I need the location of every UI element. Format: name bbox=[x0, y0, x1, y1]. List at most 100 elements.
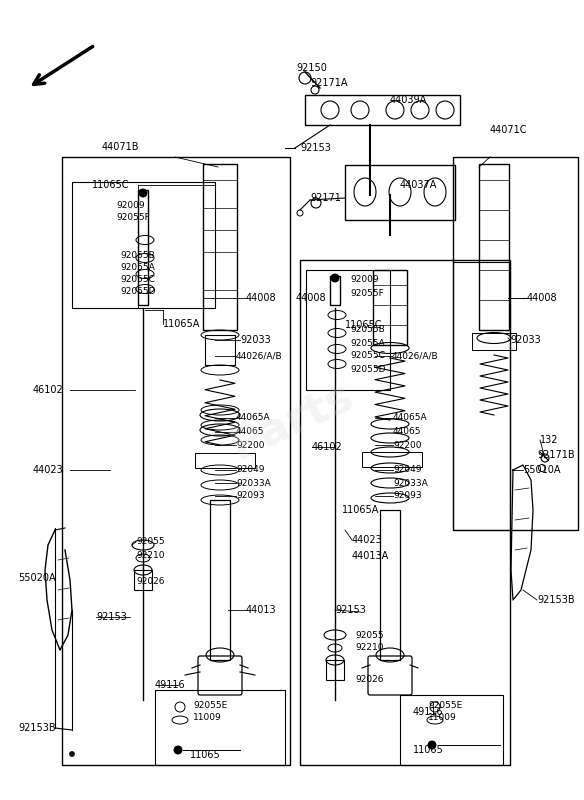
Text: 44065A: 44065A bbox=[393, 414, 427, 422]
Text: 92171: 92171 bbox=[310, 193, 341, 203]
Text: 92055E: 92055E bbox=[193, 701, 227, 710]
Text: 49116: 49116 bbox=[413, 707, 444, 717]
Text: 44065A: 44065A bbox=[236, 414, 270, 422]
Bar bbox=[453, 157, 578, 530]
Bar bbox=[306, 270, 390, 390]
Text: 92153B: 92153B bbox=[18, 723, 55, 733]
Text: 11065C: 11065C bbox=[345, 320, 383, 330]
Bar bbox=[138, 190, 148, 305]
Bar bbox=[300, 260, 510, 765]
Text: 92055B: 92055B bbox=[120, 250, 155, 259]
Text: 92210: 92210 bbox=[355, 643, 384, 653]
Bar bbox=[72, 182, 215, 308]
Bar bbox=[305, 95, 460, 125]
Text: 11065A: 11065A bbox=[342, 505, 380, 515]
Text: 92055F: 92055F bbox=[116, 214, 150, 222]
Bar bbox=[400, 695, 503, 765]
Text: 92009: 92009 bbox=[350, 275, 378, 285]
Text: 44008: 44008 bbox=[246, 293, 277, 303]
Bar bbox=[155, 690, 285, 765]
Bar bbox=[345, 165, 455, 220]
Text: 92055: 92055 bbox=[136, 538, 165, 546]
Text: 44065: 44065 bbox=[236, 427, 265, 437]
Bar bbox=[472, 333, 516, 350]
Text: 44023: 44023 bbox=[352, 535, 383, 545]
Ellipse shape bbox=[139, 189, 147, 197]
Text: 92055E: 92055E bbox=[428, 701, 463, 710]
Text: 92171A: 92171A bbox=[310, 78, 347, 88]
Text: 92171B: 92171B bbox=[537, 450, 575, 460]
Text: 49116: 49116 bbox=[155, 680, 186, 690]
Bar bbox=[195, 453, 255, 468]
Text: 44071C: 44071C bbox=[490, 125, 527, 135]
Text: 92153B: 92153B bbox=[537, 595, 575, 605]
Text: 92009: 92009 bbox=[116, 201, 145, 210]
Bar bbox=[330, 276, 340, 305]
Text: 92026: 92026 bbox=[136, 578, 165, 586]
Text: 46102: 46102 bbox=[312, 442, 343, 452]
Text: 132: 132 bbox=[540, 435, 558, 445]
Text: 92093: 92093 bbox=[393, 491, 422, 501]
Bar bbox=[479, 164, 509, 330]
Text: 92055C: 92055C bbox=[120, 274, 155, 283]
Ellipse shape bbox=[428, 741, 436, 749]
Ellipse shape bbox=[69, 751, 75, 757]
Text: 44013A: 44013A bbox=[352, 551, 390, 561]
Bar bbox=[380, 510, 400, 660]
Text: 92153: 92153 bbox=[300, 143, 331, 153]
Text: Parts: Parts bbox=[224, 373, 360, 467]
Text: 44065: 44065 bbox=[393, 427, 422, 437]
Ellipse shape bbox=[174, 746, 182, 754]
Text: 92049: 92049 bbox=[236, 466, 265, 474]
Text: 11009: 11009 bbox=[193, 714, 222, 722]
Text: 92150: 92150 bbox=[296, 63, 327, 73]
Text: 44008: 44008 bbox=[527, 293, 558, 303]
Text: 11065C: 11065C bbox=[92, 180, 130, 190]
Text: 92055D: 92055D bbox=[350, 365, 385, 374]
Text: 11065A: 11065A bbox=[163, 319, 200, 329]
Text: 11009: 11009 bbox=[428, 714, 457, 722]
Text: 55010A: 55010A bbox=[523, 465, 561, 475]
Text: 92033A: 92033A bbox=[236, 478, 271, 487]
Text: 92093: 92093 bbox=[236, 491, 265, 501]
Bar bbox=[210, 500, 230, 660]
Text: 92049: 92049 bbox=[393, 466, 422, 474]
Bar bbox=[203, 164, 237, 330]
Text: 92055C: 92055C bbox=[350, 351, 385, 361]
Text: 92055D: 92055D bbox=[120, 286, 155, 295]
Text: 44037A: 44037A bbox=[400, 180, 437, 190]
Bar bbox=[205, 335, 235, 365]
Text: 92033A: 92033A bbox=[393, 478, 427, 487]
Text: 44008: 44008 bbox=[296, 293, 326, 303]
Bar bbox=[326, 660, 344, 680]
Text: 92055B: 92055B bbox=[350, 326, 385, 334]
Bar bbox=[362, 452, 422, 467]
Bar bbox=[453, 262, 510, 530]
Text: 92200: 92200 bbox=[236, 441, 265, 450]
Text: 92055A: 92055A bbox=[350, 338, 385, 347]
Text: 92033: 92033 bbox=[240, 335, 271, 345]
Ellipse shape bbox=[331, 274, 339, 282]
Text: 11065: 11065 bbox=[190, 750, 221, 760]
Bar bbox=[62, 157, 290, 765]
Text: 92055: 92055 bbox=[355, 630, 384, 639]
Text: 44013: 44013 bbox=[246, 605, 277, 615]
Text: 92026: 92026 bbox=[355, 675, 384, 685]
Text: 55020A: 55020A bbox=[18, 573, 55, 583]
Text: 92153: 92153 bbox=[96, 612, 127, 622]
Text: 92055F: 92055F bbox=[350, 289, 384, 298]
Text: 11065: 11065 bbox=[413, 745, 444, 755]
Text: 92033: 92033 bbox=[510, 335, 541, 345]
Bar bbox=[134, 570, 152, 590]
Text: 44026/A/B: 44026/A/B bbox=[236, 351, 283, 361]
Text: 44026/A/B: 44026/A/B bbox=[392, 351, 439, 361]
Text: 46102: 46102 bbox=[33, 385, 64, 395]
Text: 44039A: 44039A bbox=[390, 95, 427, 105]
Text: 44023: 44023 bbox=[33, 465, 64, 475]
Bar bbox=[373, 270, 407, 345]
Text: 92153: 92153 bbox=[335, 605, 366, 615]
Text: 92200: 92200 bbox=[393, 441, 422, 450]
Text: 44071B: 44071B bbox=[101, 142, 139, 152]
Text: 92055A: 92055A bbox=[120, 262, 155, 271]
Text: 92210: 92210 bbox=[136, 550, 165, 559]
